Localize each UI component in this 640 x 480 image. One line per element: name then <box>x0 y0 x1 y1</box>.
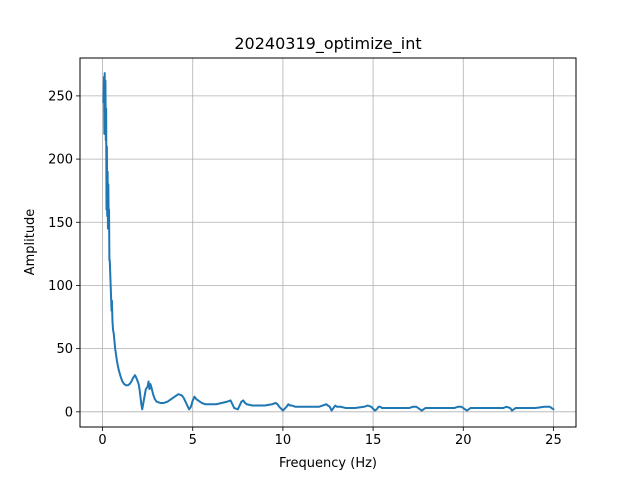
y-axis-label: Amplitude <box>23 209 38 276</box>
y-tick-label: 0 <box>65 405 73 420</box>
x-tick-label: 20 <box>455 433 472 448</box>
x-tick-label: 0 <box>98 433 106 448</box>
axes-frame <box>79 57 577 428</box>
x-tick-label: 25 <box>545 433 562 448</box>
grid <box>80 58 576 427</box>
x-tick-label: 5 <box>189 433 197 448</box>
y-tick-label: 200 <box>48 153 73 168</box>
x-axis-ticks: 0 5 10 15 20 25 <box>98 427 562 448</box>
x-tick-label: 10 <box>275 433 292 448</box>
series-line-0 <box>102 72 555 412</box>
x-axis-label: Frequency (Hz) <box>279 456 377 471</box>
x-tick-label: 15 <box>365 433 382 448</box>
y-tick-label: 50 <box>56 342 73 357</box>
y-tick-label: 250 <box>48 89 73 104</box>
plot-area <box>102 72 555 412</box>
y-tick-label: 150 <box>48 216 73 231</box>
chart-title: 20240319_optimize_int <box>234 34 421 54</box>
y-tick-label: 100 <box>48 279 73 294</box>
y-axis-ticks: 0 50 100 150 200 250 <box>48 89 80 420</box>
